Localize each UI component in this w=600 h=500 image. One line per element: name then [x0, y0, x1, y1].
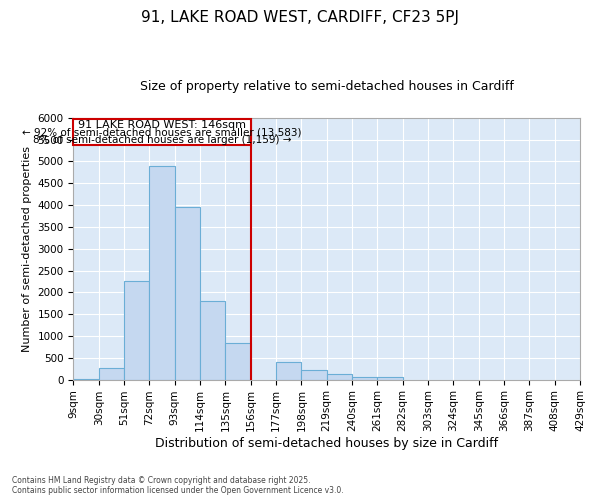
Text: 8% of semi-detached houses are larger (1,159) →: 8% of semi-detached houses are larger (1…	[33, 134, 291, 144]
Text: ← 92% of semi-detached houses are smaller (13,583): ← 92% of semi-detached houses are smalle…	[22, 127, 302, 137]
Bar	[175, 207, 200, 380]
Bar	[326, 374, 352, 380]
Text: Contains HM Land Registry data © Crown copyright and database right 2025.
Contai: Contains HM Land Registry data © Crown c…	[12, 476, 344, 495]
Y-axis label: Number of semi-detached properties: Number of semi-detached properties	[22, 146, 32, 352]
Bar	[226, 342, 251, 380]
Bar	[149, 166, 175, 380]
Title: Size of property relative to semi-detached houses in Cardiff: Size of property relative to semi-detach…	[140, 80, 514, 93]
Bar	[301, 370, 326, 380]
X-axis label: Distribution of semi-detached houses by size in Cardiff: Distribution of semi-detached houses by …	[155, 437, 498, 450]
Bar	[99, 368, 124, 380]
Bar	[352, 377, 377, 380]
Bar	[124, 282, 149, 380]
FancyBboxPatch shape	[73, 119, 251, 146]
Bar	[200, 301, 226, 380]
Text: 91, LAKE ROAD WEST, CARDIFF, CF23 5PJ: 91, LAKE ROAD WEST, CARDIFF, CF23 5PJ	[141, 10, 459, 25]
Bar	[276, 362, 301, 380]
Text: 91 LAKE ROAD WEST: 146sqm: 91 LAKE ROAD WEST: 146sqm	[78, 120, 246, 130]
Bar	[377, 377, 403, 380]
